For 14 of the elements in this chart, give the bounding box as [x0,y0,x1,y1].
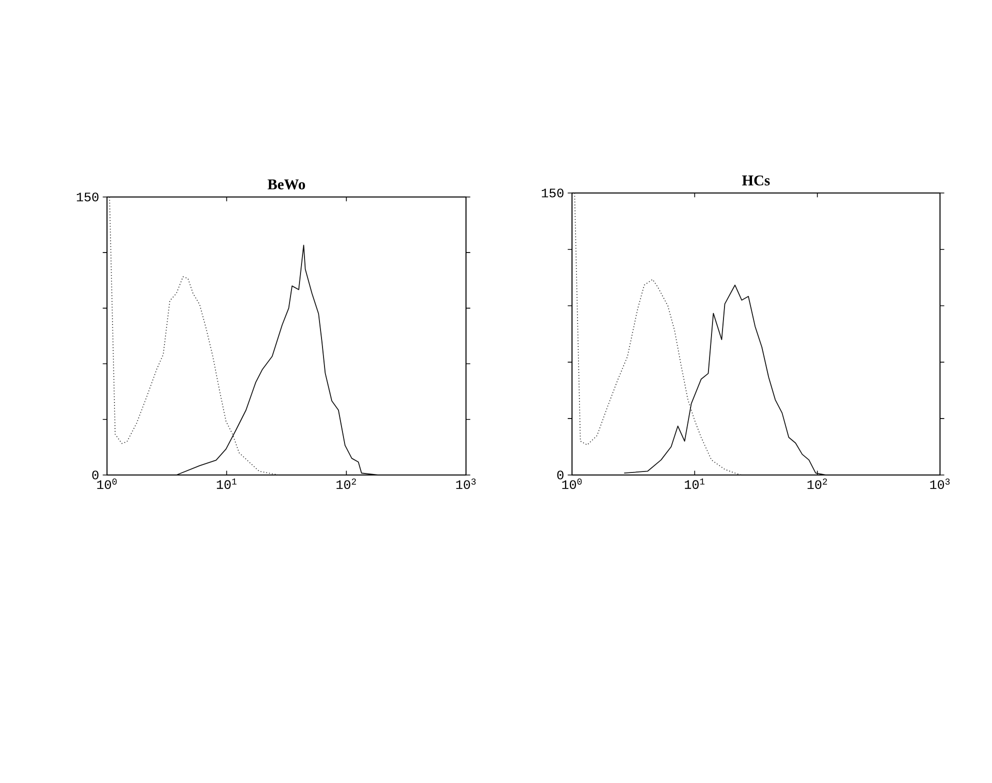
x-tick-label: 10$^{1}$ [216,478,236,489]
x-tick-label: 10$^{3}$ [456,478,476,490]
y-tick-label: 0 [92,470,98,480]
x-tick-label: 10$^{2}$ [336,478,356,490]
x-tick-label: 10$^{0}$ [97,478,117,490]
x-tick-label: 10$^{3}$ [930,478,950,490]
x-tick-label: 10$^{2}$ [808,478,827,490]
y-tick-label: 150 [542,188,564,198]
x-tick-label: 10$^{0}$ [562,478,582,490]
y-tick-label: 150 [76,192,98,202]
chart-title: HCs [742,175,770,186]
y-tick-label: 0 [557,470,564,480]
x-tick-label: 10$^{1}$ [684,478,704,489]
chart-title: BeWo [268,179,306,190]
